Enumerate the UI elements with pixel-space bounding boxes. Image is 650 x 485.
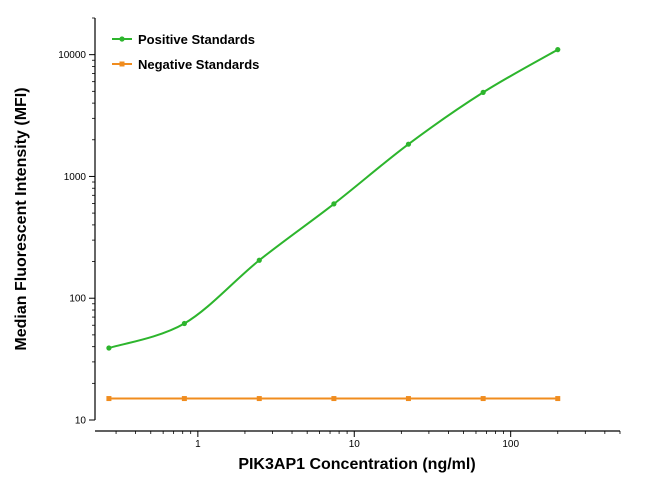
legend-label-positive: Positive Standards <box>138 32 255 47</box>
x-axis-title: PIK3AP1 Concentration (ng/ml) <box>238 456 475 473</box>
y-tick-label: 10 <box>75 416 87 427</box>
y-axis-ticks: 10 100 1000 10000 <box>58 17 95 427</box>
series-layer <box>106 47 561 402</box>
data-point-negative <box>555 396 561 402</box>
legend-marker-positive <box>119 36 125 42</box>
series-line-0 <box>108 48 559 349</box>
x-tick-label: 100 <box>502 439 519 450</box>
data-point-positive <box>331 201 337 207</box>
data-point-negative <box>181 396 187 402</box>
x-tick-label: 10 <box>349 439 361 450</box>
data-point-negative <box>106 396 112 402</box>
data-point-negative <box>480 396 486 402</box>
data-point-positive <box>555 47 561 53</box>
x-tick-label: 1 <box>195 439 201 450</box>
data-point-positive <box>405 141 412 147</box>
legend-item-positive: Positive Standards <box>112 32 255 47</box>
y-tick-label: 10000 <box>58 50 86 61</box>
x-axis-ticks: 1 10 100 <box>115 431 621 450</box>
data-point-positive <box>480 89 486 95</box>
data-point-positive <box>106 345 112 351</box>
y-tick-label: 1000 <box>64 172 87 183</box>
legend-label-negative: Negative Standards <box>138 57 259 72</box>
data-point-negative <box>331 396 337 402</box>
y-axis-title: Median Fluorescent Intensity (MFI) <box>13 87 30 350</box>
legend-item-negative: Negative Standards <box>112 57 259 72</box>
legend: Positive Standards Negative Standards <box>112 32 259 72</box>
data-point-negative <box>405 396 411 402</box>
data-point-negative <box>256 396 262 402</box>
data-point-positive <box>256 257 262 263</box>
legend-marker-negative <box>119 61 125 67</box>
axes <box>94 18 620 432</box>
y-tick-label: 100 <box>69 294 86 305</box>
data-point-positive <box>181 320 187 327</box>
